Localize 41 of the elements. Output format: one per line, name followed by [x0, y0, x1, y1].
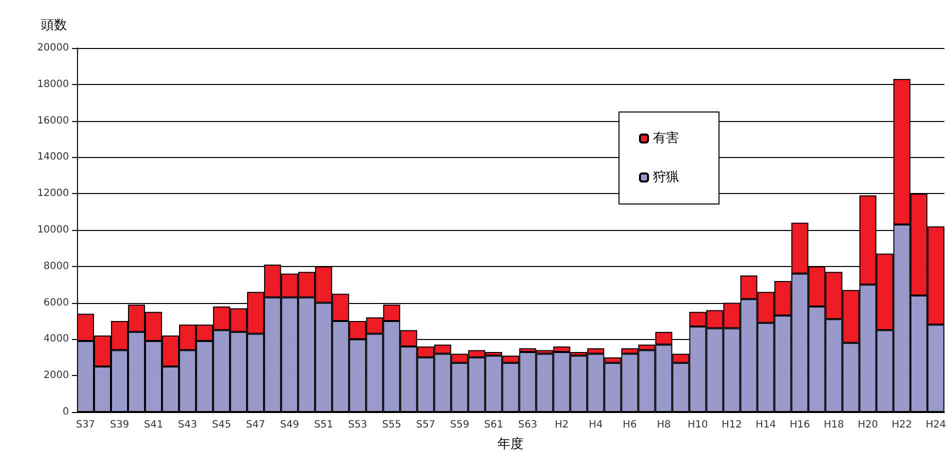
- y-tick-label: 8000: [44, 260, 69, 272]
- x-axis-title: 年度: [498, 436, 524, 452]
- x-tick-label: S53: [348, 420, 368, 430]
- x-tick-label: H20: [858, 420, 878, 430]
- x-tick-label: H6: [622, 420, 637, 430]
- x-tick-label: S57: [416, 420, 436, 430]
- x-tick-label: H12: [722, 420, 742, 430]
- y-tick-label: 10000: [37, 224, 69, 236]
- x-tick-label: S63: [518, 420, 538, 430]
- x-tick-label: S47: [246, 420, 266, 430]
- x-tick-label: H4: [588, 420, 603, 430]
- x-tick-label: S51: [314, 420, 334, 430]
- legend-label: 狩猟: [653, 170, 679, 185]
- x-tick-label: H8: [656, 420, 671, 430]
- x-tick-label: H14: [756, 420, 776, 430]
- x-tick-label: S59: [450, 420, 470, 430]
- y-tick-label: 20000: [37, 42, 69, 54]
- x-tick-label: S37: [76, 420, 96, 430]
- y-tick-label: 16000: [37, 115, 69, 126]
- y-axis-title: 頭数: [41, 18, 67, 33]
- x-tick-label: S49: [280, 420, 300, 430]
- x-tick-label: S55: [382, 420, 402, 430]
- y-tick-label: 6000: [44, 297, 69, 308]
- legend-label: 有害: [653, 130, 679, 146]
- y-tick-label: 2000: [44, 370, 69, 382]
- x-tick-label: S45: [212, 420, 232, 430]
- x-tick-label: H18: [824, 420, 844, 430]
- x-tick-label: H16: [790, 420, 810, 430]
- x-tick-label: S39: [110, 420, 130, 430]
- y-tick-label: 18000: [37, 78, 69, 90]
- y-tick-label: 12000: [37, 188, 69, 200]
- x-tick-label: H24: [926, 420, 946, 430]
- x-tick-label: H2: [554, 420, 569, 430]
- x-tick-label: S43: [178, 420, 198, 430]
- y-tick-label: 4000: [44, 334, 69, 345]
- x-tick-label: S41: [144, 420, 164, 430]
- y-tick-label: 14000: [37, 152, 69, 163]
- x-tick-label: S61: [484, 420, 504, 430]
- x-tick-label: H10: [688, 420, 708, 430]
- x-tick-label: H22: [892, 420, 912, 430]
- y-tick-label: 0: [62, 406, 69, 418]
